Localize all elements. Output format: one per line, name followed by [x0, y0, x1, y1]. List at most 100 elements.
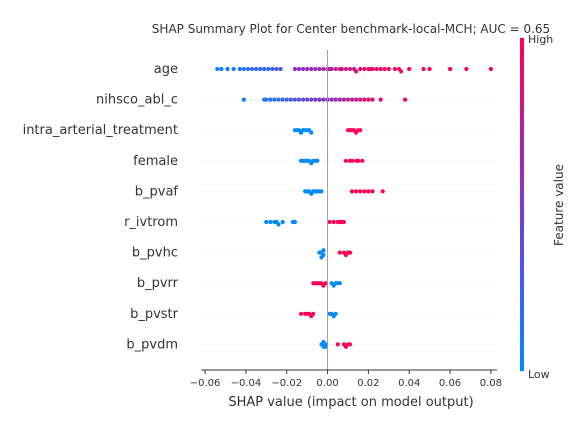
data-point: [305, 66, 310, 72]
feature-label: intra_arterial_treatment: [23, 123, 178, 138]
data-point: [447, 66, 453, 72]
data-point: [386, 66, 391, 72]
data-point: [292, 66, 298, 72]
data-point: [339, 66, 344, 72]
data-point: [333, 97, 338, 102]
feature-rows: age nihsco_abl_c intra_arterial_treatmentf…: [23, 62, 497, 352]
data-point: [300, 66, 306, 72]
data-point: [272, 97, 277, 102]
data-point: [329, 66, 334, 72]
data-point: [345, 97, 351, 102]
data-point: [280, 97, 285, 102]
data-point: [341, 97, 346, 102]
data-point: [296, 66, 302, 72]
data-point: [343, 158, 349, 163]
data-point: [354, 97, 359, 102]
colorbar: [520, 38, 524, 371]
data-point: [358, 97, 363, 102]
data-point: [358, 66, 363, 72]
feature-label: b_pvrr: [137, 276, 179, 291]
data-points: [215, 66, 493, 349]
data-point: [323, 344, 328, 349]
data-point: [354, 189, 359, 194]
data-point: [321, 339, 326, 345]
data-point: [343, 66, 349, 72]
data-point: [241, 97, 246, 102]
data-point: [362, 66, 367, 72]
data-point: [354, 69, 359, 74]
x-tick-label: 0.04: [398, 378, 420, 389]
data-point: [347, 342, 353, 347]
data-point: [347, 66, 353, 72]
data-point: [331, 219, 336, 225]
data-point: [347, 250, 353, 255]
data-point: [309, 130, 314, 135]
data-point: [366, 97, 371, 102]
data-point: [280, 219, 285, 225]
data-point: [378, 97, 383, 102]
data-point: [335, 342, 340, 347]
data-point: [264, 97, 269, 102]
data-point: [407, 66, 412, 72]
data-point: [292, 219, 298, 225]
data-point: [313, 66, 318, 72]
data-point: [225, 66, 230, 72]
data-point: [488, 66, 493, 72]
chart-title: SHAP Summary Plot for Center benchmark-l…: [152, 22, 550, 36]
colorbar-title: Feature value: [552, 164, 566, 246]
data-point: [298, 311, 304, 316]
colorbar-high-label: High: [528, 33, 553, 46]
data-point: [296, 97, 302, 102]
data-point: [370, 189, 375, 194]
x-tick-label: 0.08: [480, 378, 502, 389]
data-point: [403, 97, 408, 102]
data-point: [323, 281, 328, 286]
data-point: [262, 66, 267, 72]
data-point: [421, 66, 426, 72]
data-point: [268, 97, 273, 102]
data-point: [362, 97, 367, 102]
data-point: [366, 189, 371, 194]
data-point: [313, 97, 318, 102]
feature-label: b_pvhc: [132, 246, 178, 261]
data-point: [270, 66, 275, 72]
data-point: [362, 189, 367, 194]
data-point: [374, 66, 379, 72]
data-point: [309, 97, 314, 102]
data-point: [321, 66, 326, 72]
data-point: [219, 66, 224, 72]
feature-label: nihsco_abl_c: [96, 93, 178, 108]
data-point: [370, 66, 375, 72]
data-point: [300, 97, 306, 102]
feature-label: b_pvdm: [126, 337, 178, 352]
data-point: [317, 66, 322, 72]
data-point: [337, 97, 342, 102]
data-point: [317, 97, 322, 102]
data-point: [292, 97, 298, 102]
x-ticks: −0.06 −0.04 −0.02 0.00 0.02 0.04 0.06 0.08: [190, 370, 502, 389]
x-tick-label: 0.00: [316, 378, 338, 389]
data-point: [398, 69, 404, 74]
data-point: [358, 128, 363, 133]
data-point: [333, 66, 338, 72]
data-point: [276, 222, 281, 227]
data-point: [309, 66, 314, 72]
data-point: [321, 248, 326, 253]
data-point: [319, 189, 324, 194]
data-point: [464, 66, 469, 72]
data-point: [245, 66, 251, 72]
feature-label: b_pvstr: [130, 307, 179, 322]
data-point: [266, 66, 271, 72]
data-point: [341, 219, 346, 225]
data-point: [378, 66, 383, 72]
x-tick-label: 0.02: [357, 378, 379, 389]
x-tick-label: 0.06: [439, 378, 461, 389]
feature-label: b_pvaf: [135, 184, 179, 199]
data-point: [237, 66, 242, 72]
data-point: [327, 219, 332, 225]
colorbar-low-label: Low: [528, 368, 550, 381]
data-point: [268, 219, 273, 225]
data-point: [276, 97, 281, 102]
data-point: [329, 97, 334, 102]
feature-label: female: [133, 154, 178, 169]
